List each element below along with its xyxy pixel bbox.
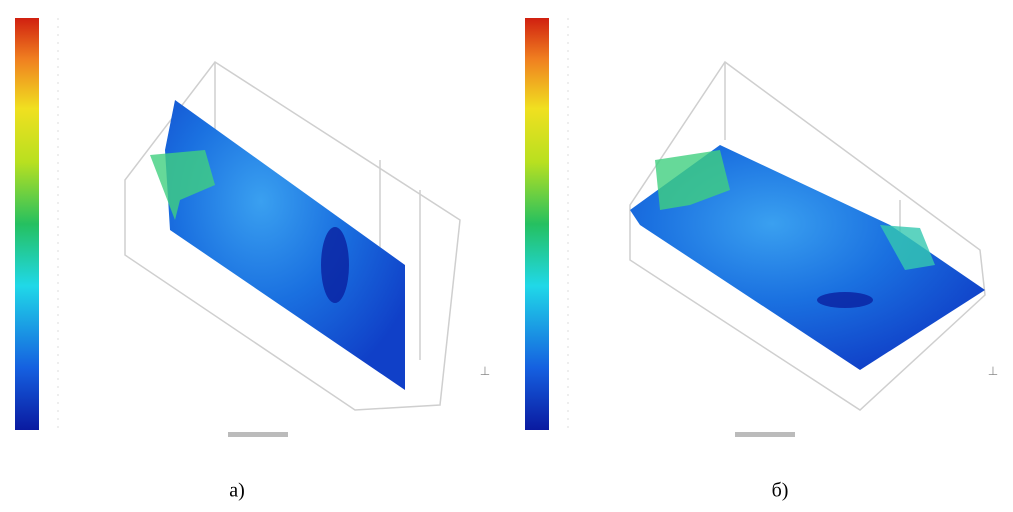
panel-a: ⊥ а): [15, 18, 490, 502]
scale-bar: [228, 432, 288, 437]
scale-bar: [735, 432, 795, 437]
caption: а): [229, 480, 245, 502]
page: ⊥ а) ⊥ б) (() => { const data = JSON.par…: [0, 0, 1013, 512]
axis-triad: ⊥: [988, 364, 998, 378]
panel-b: ⊥ б): [525, 18, 998, 502]
colorbar: [15, 18, 39, 430]
figure: ⊥ а) ⊥ б): [0, 0, 1013, 512]
velocity-field: [165, 100, 405, 390]
low-zone: [321, 227, 349, 303]
low-zone: [817, 292, 873, 308]
colorbar: [525, 18, 549, 430]
caption: б): [772, 480, 789, 502]
axis-triad: ⊥: [480, 364, 490, 378]
